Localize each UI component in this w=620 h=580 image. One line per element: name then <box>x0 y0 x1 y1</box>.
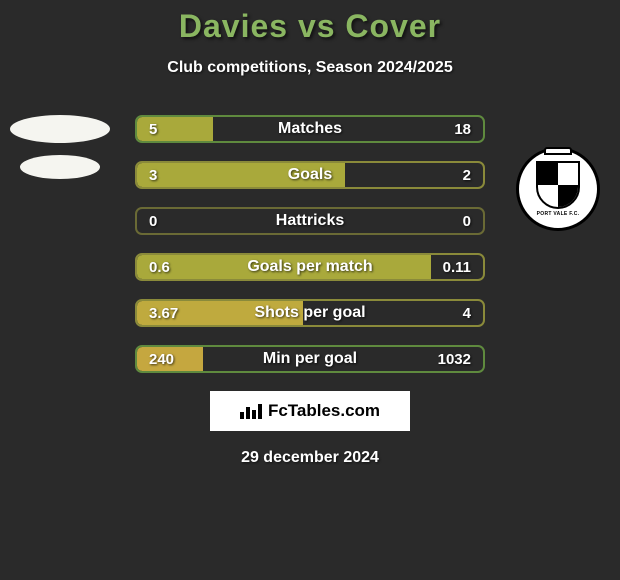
stat-value-right: 0 <box>463 213 471 230</box>
bar-icon-col <box>246 407 250 419</box>
bar-icon-col <box>258 404 262 419</box>
stat-value-right: 4 <box>463 305 471 322</box>
stat-row: 3 Goals 2 PORT VALE F.C. <box>0 161 620 189</box>
stat-label: Hattricks <box>276 212 344 230</box>
stat-value-left: 0 <box>149 213 157 230</box>
team-left-logo-mid <box>10 155 100 179</box>
stat-row: 5 Matches 18 <box>0 115 620 143</box>
stat-value-right: 1032 <box>438 351 471 368</box>
footer-date: 29 december 2024 <box>0 449 620 467</box>
badge-shield <box>536 161 580 209</box>
bar-icon-col <box>252 410 256 419</box>
page-title: Davies vs Cover <box>0 8 620 45</box>
stat-row: 3.67 Shots per goal 4 <box>0 299 620 327</box>
stat-value-left: 240 <box>149 351 174 368</box>
stat-bar-goals-per-match: 0.6 Goals per match 0.11 <box>135 253 485 281</box>
stat-bar-shots-per-goal: 3.67 Shots per goal 4 <box>135 299 485 327</box>
stat-value-right: 0.11 <box>443 259 471 276</box>
stat-value-left: 3.67 <box>149 305 178 322</box>
subtitle: Club competitions, Season 2024/2025 <box>0 59 620 77</box>
ellipse-logo-icon <box>10 115 110 143</box>
comparison-infographic: Davies vs Cover Club competitions, Seaso… <box>0 0 620 580</box>
stat-label: Min per goal <box>263 350 357 368</box>
stat-row: 0 Hattricks 0 <box>0 207 620 235</box>
stat-label: Goals <box>288 166 332 184</box>
badge-notch <box>544 147 572 155</box>
stat-value-right: 2 <box>463 167 471 184</box>
stat-value-left: 5 <box>149 121 157 138</box>
brand-badge: FcTables.com <box>210 391 410 431</box>
bar-icon-col <box>240 412 244 419</box>
stat-value-left: 3 <box>149 167 157 184</box>
stat-value-left: 0.6 <box>149 259 170 276</box>
stat-bar-matches: 5 Matches 18 <box>135 115 485 143</box>
stat-label: Goals per match <box>247 258 372 276</box>
stat-row: 240 Min per goal 1032 <box>0 345 620 373</box>
stat-label: Shots per goal <box>254 304 365 322</box>
stat-bar-min-per-goal: 240 Min per goal 1032 <box>135 345 485 373</box>
bars-icon <box>240 404 262 419</box>
brand-text: FcTables.com <box>268 401 380 421</box>
stat-row: 0.6 Goals per match 0.11 <box>0 253 620 281</box>
stat-value-right: 18 <box>454 121 471 138</box>
stat-label: Matches <box>278 120 342 138</box>
ellipse-logo-icon <box>20 155 100 179</box>
stat-bar-hattricks: 0 Hattricks 0 <box>135 207 485 235</box>
stat-bar-goals: 3 Goals 2 <box>135 161 485 189</box>
team-left-logo-top <box>10 115 110 143</box>
